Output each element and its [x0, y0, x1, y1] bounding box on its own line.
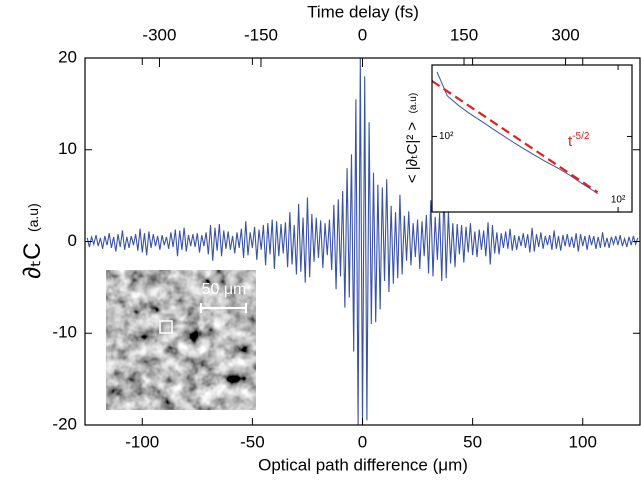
micrograph-texture: [106, 270, 256, 410]
annotation-base: t: [568, 133, 573, 150]
x2-axis-label: Time delay (fs): [307, 2, 419, 21]
y-tick-label: 0: [68, 231, 77, 250]
y-axis-label: ∂ₜC (a.u): [19, 203, 46, 279]
plot-frame-bg: [432, 65, 632, 212]
y-axis-symbol: ∂ₜC: [19, 242, 46, 278]
annotation-exponent: -5/2: [572, 131, 590, 142]
x2-tick-label: -300: [142, 25, 176, 44]
x-tick-label: 10²: [611, 195, 626, 206]
x-tick-label: -50: [240, 432, 265, 451]
x-tick-label: -100: [125, 432, 159, 451]
plot-frame: [431, 64, 633, 213]
data-line: [432, 80, 599, 194]
y-tick-label: -20: [52, 414, 77, 433]
region-marker: [159, 320, 173, 334]
y-axis-unit: (a.u): [25, 203, 41, 232]
inset-annotation: t-5/2: [568, 131, 590, 150]
inset-y-axis-symbol: < |∂ₜC|² >: [404, 122, 421, 184]
micrograph-inset: 50 μm: [106, 270, 256, 410]
data-line: [436, 71, 598, 195]
inset-plot: 10² 10²: [431, 64, 633, 213]
x-tick-label: 100: [569, 432, 597, 451]
x2-tick-label: 150: [450, 25, 478, 44]
y-tick-label: -10: [52, 323, 77, 342]
x-axis-label: Optical path difference (μm): [258, 455, 468, 474]
x2-tick-label: 0: [358, 25, 367, 44]
y-tick-label: 20: [58, 47, 77, 66]
data-line: [86, 58, 639, 425]
x-tick-label: 50: [463, 432, 482, 451]
y-tick-label: 10: [58, 139, 77, 158]
x-tick-label: 0: [358, 432, 367, 451]
scale-label: 50 μm: [202, 281, 247, 298]
x2-tick-label: -150: [244, 25, 278, 44]
inset-y-axis-label: < |∂ₜC|² > (a.u): [404, 93, 421, 183]
inset-y-axis-unit: (a.u): [408, 93, 419, 114]
x2-tick-label: 300: [551, 25, 579, 44]
y-tick-label: 10²: [439, 131, 454, 142]
